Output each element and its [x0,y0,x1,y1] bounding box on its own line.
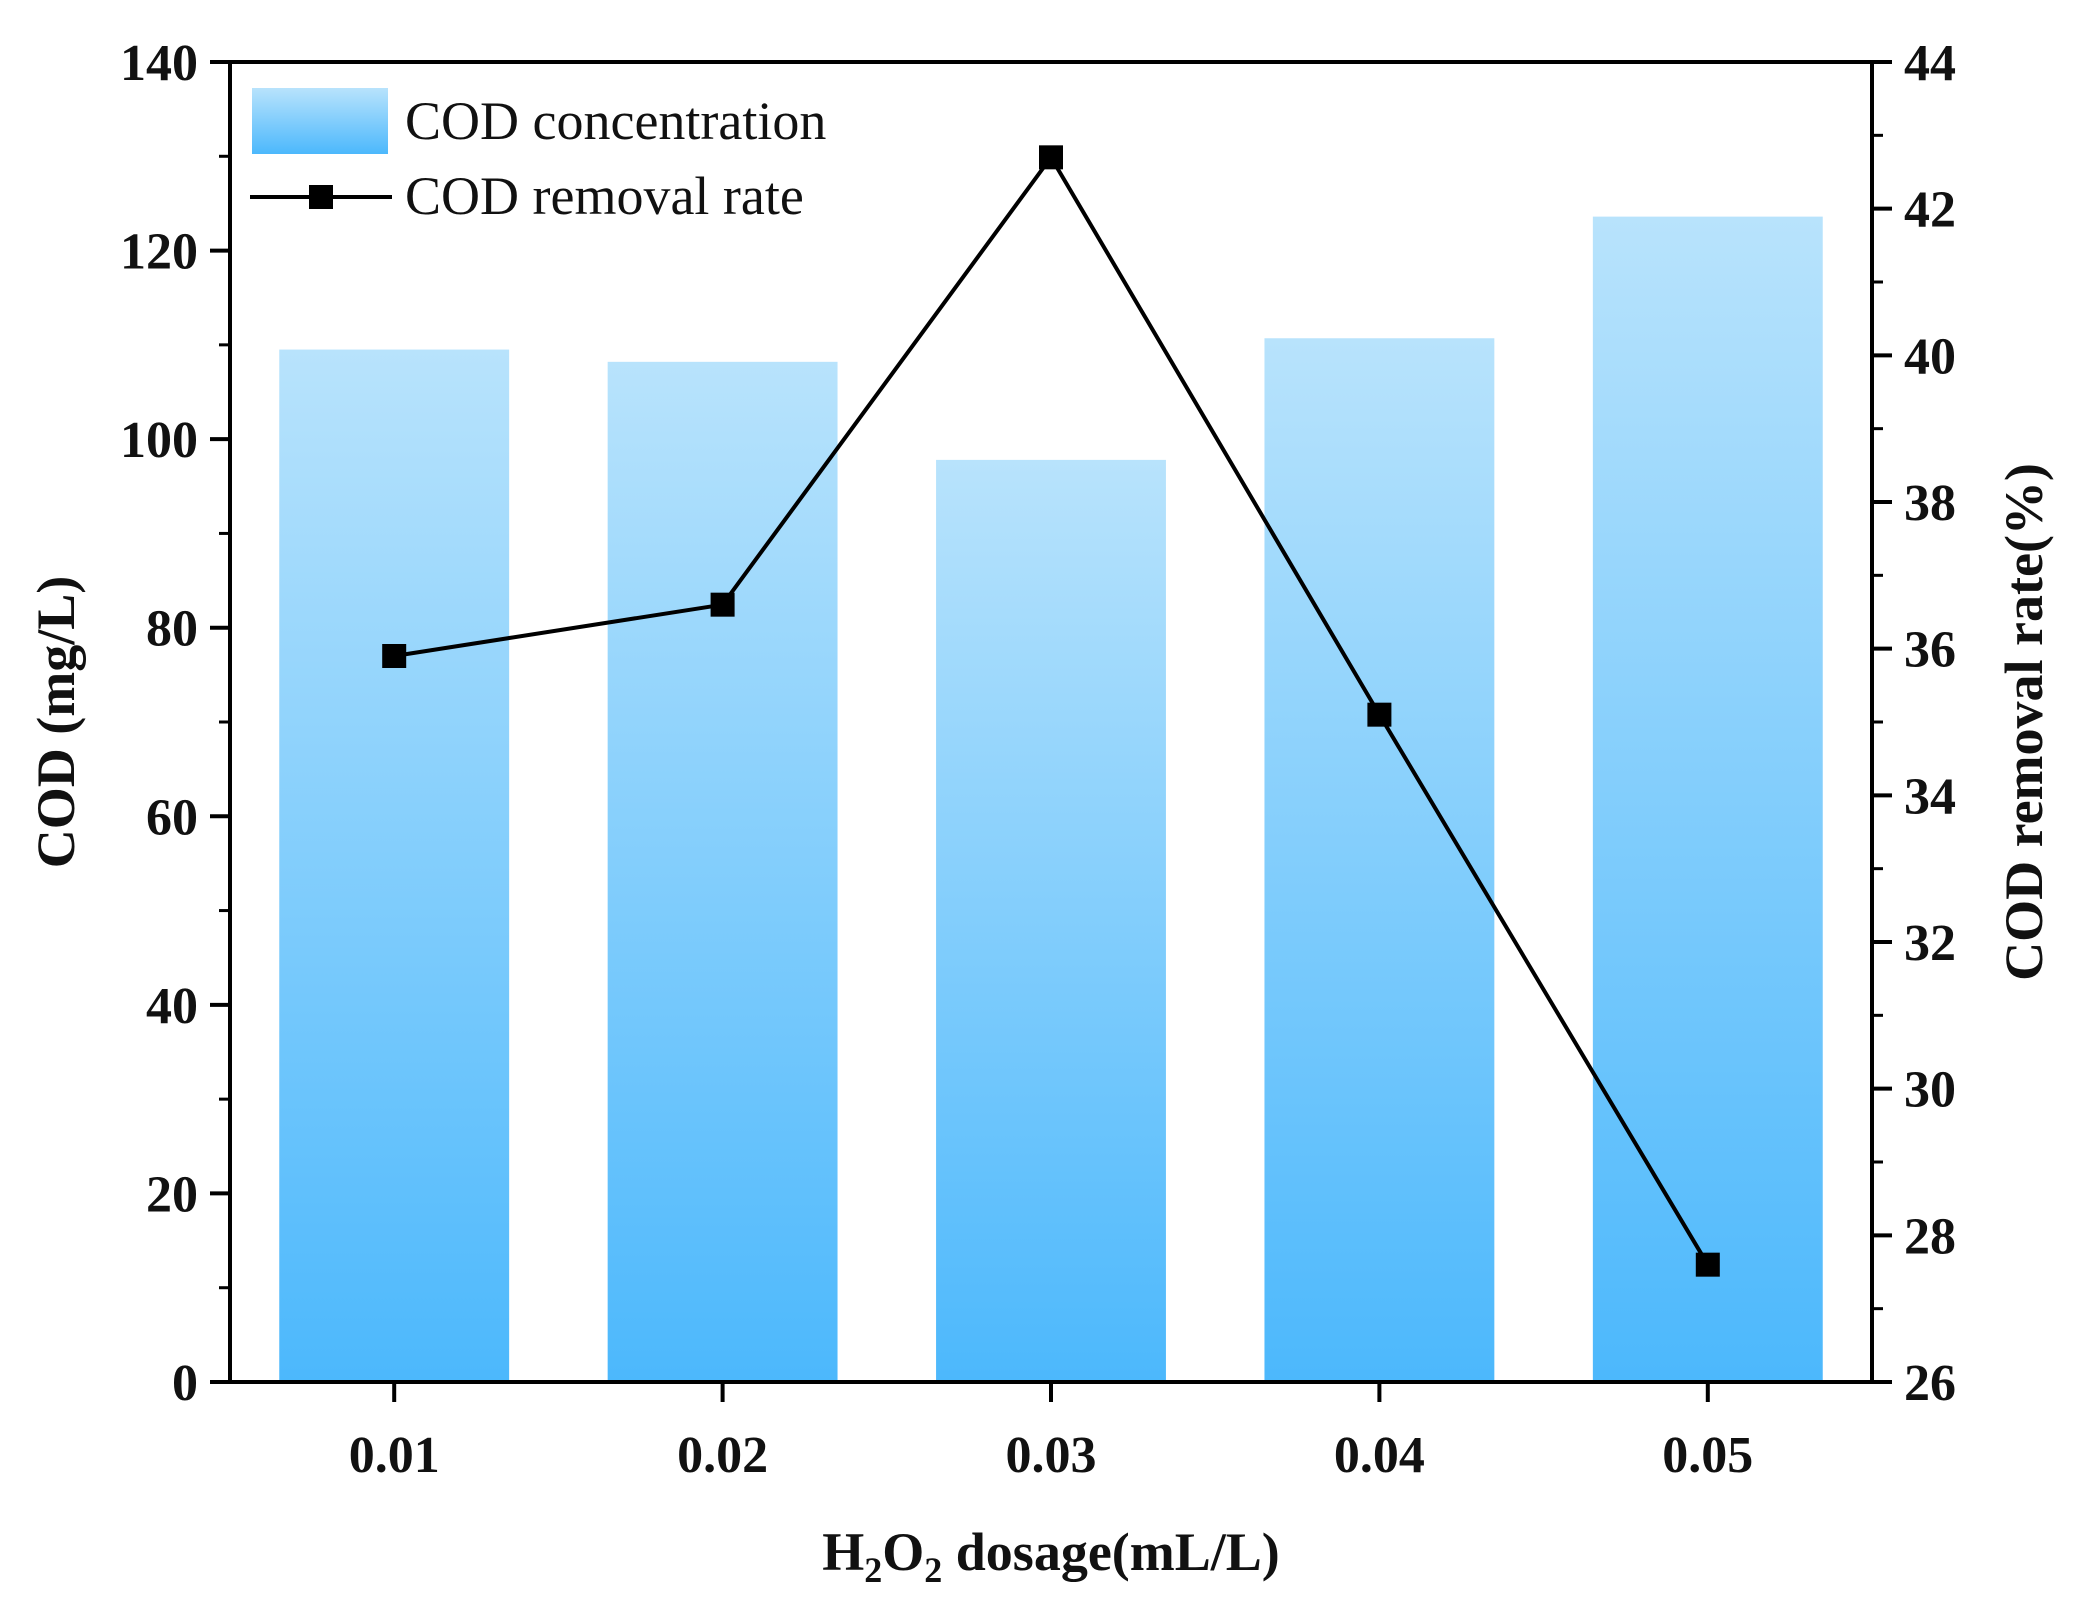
x-axis-title-sub2: 2 [924,1550,942,1590]
x-tick-label-0.01: 0.01 [349,1427,440,1484]
right-axis: 26 28 30 32 34 36 38 40 42 44 [1872,35,1956,1412]
y2-tick-label-26: 26 [1904,1355,1956,1412]
x-tick-label-0.04: 0.04 [1334,1427,1425,1484]
legend-swatch-marker [309,185,333,209]
y-axis-title: COD (mg/L) [26,576,86,868]
y2-tick-label-28: 28 [1904,1208,1956,1265]
legend-swatch-bar [252,88,388,154]
y-tick-label-0: 0 [172,1355,198,1412]
y2-tick-label-30: 30 [1904,1062,1956,1119]
y2-tick-label-42: 42 [1904,182,1956,239]
y-tick-label-120: 120 [120,224,198,281]
x-axis-title-sub1: 2 [864,1550,882,1590]
legend-label-bar: COD concentration [405,91,826,151]
y-tick-label-80: 80 [146,601,198,658]
y2-tick-label-38: 38 [1904,475,1956,532]
x-axis-title: H2O2 dosage(mL/L) [822,1522,1280,1590]
point-0.04 [1367,702,1392,727]
y2-axis-title: COD removal rate(%) [1994,463,2054,981]
x-tick-label-0.05: 0.05 [1662,1427,1753,1484]
bar-0.01 [279,349,510,1383]
bar-0.03 [936,459,1166,1382]
line-series [382,145,1720,1277]
y2-tick-label-40: 40 [1904,328,1956,385]
y2-tick-label-34: 34 [1904,768,1956,825]
x-tick-label-0.02: 0.02 [677,1427,768,1484]
y2-tick-label-36: 36 [1904,622,1956,679]
y-tick-label-100: 100 [120,412,198,469]
point-0.01 [382,644,407,668]
legend: COD concentration COD removal rate [250,88,826,226]
y-tick-label-60: 60 [146,789,198,846]
point-0.05 [1695,1252,1720,1277]
x-axis-title-h: H [822,1522,864,1582]
y-tick-label-140: 140 [120,35,198,92]
x-axis-title-o: O [882,1522,924,1582]
left-axis: 0 20 40 60 80 100 120 140 [120,35,230,1412]
x-axis: 0.01 0.02 0.03 0.04 0.05 [349,1382,1753,1484]
point-0.03 [1039,145,1063,170]
bar-0.05 [1592,216,1823,1383]
x-axis-title-rest: dosage(mL/L) [942,1522,1280,1582]
y-tick-label-20: 20 [146,1166,198,1223]
y2-tick-label-32: 32 [1904,915,1956,972]
bar-0.04 [1264,338,1495,1383]
x-tick-label-0.03: 0.03 [1006,1427,1097,1484]
legend-label-line: COD removal rate [405,166,804,226]
bar-0.02 [607,361,838,1382]
y-tick-label-40: 40 [146,978,198,1035]
point-0.02 [710,592,735,617]
bar-series [279,216,1823,1383]
y2-tick-label-44: 44 [1904,35,1956,92]
